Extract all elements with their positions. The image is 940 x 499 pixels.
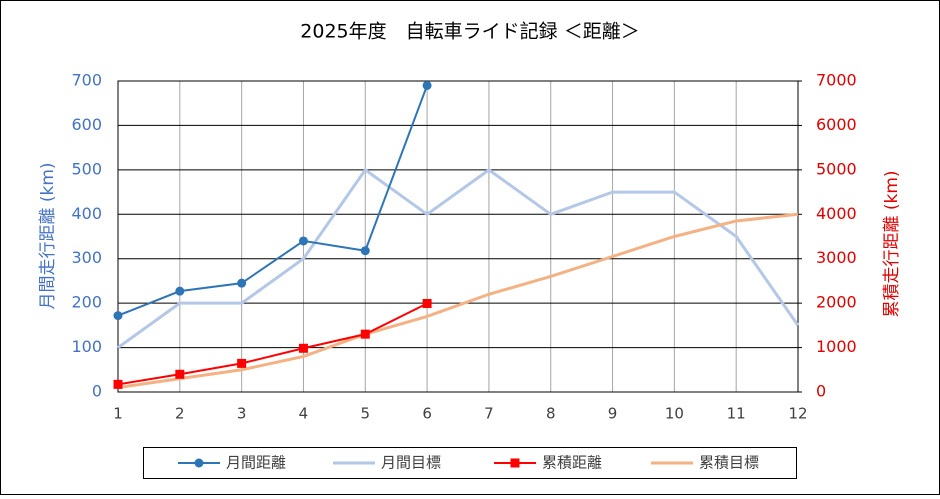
point [113, 379, 123, 389]
y2-tick-label: 4000 [816, 204, 857, 223]
point [237, 358, 247, 368]
y-tick-label: 500 [71, 159, 102, 178]
x-tick-label: 12 [788, 405, 807, 423]
x-tick-label: 9 [608, 405, 618, 423]
y2-tick-label: 2000 [816, 293, 857, 312]
x-tick-label: 7 [484, 405, 494, 423]
y2-tick-label: 7000 [816, 71, 857, 90]
legend-marker [194, 458, 204, 468]
y-axis-label: 月間走行距離 (km) [38, 162, 58, 309]
legend-label: 月間距離 [226, 454, 286, 472]
y2-tick-label: 6000 [816, 115, 857, 134]
point [422, 80, 432, 90]
plot-border [117, 80, 799, 393]
series-line [117, 167, 800, 349]
series-line [117, 302, 428, 386]
y-tick-label: 100 [71, 337, 102, 356]
y2-tick-label: 1000 [816, 337, 857, 356]
y2-tick-label: 0 [816, 382, 826, 401]
point [422, 298, 432, 308]
chart-title: 2025年度 自転車ライド記録 ＜距離＞ [300, 21, 639, 43]
x-tick-label: 5 [360, 405, 370, 423]
y2-axis-label: 累積走行距離 (km) [882, 170, 902, 317]
point [298, 236, 308, 246]
y-tick-label: 0 [92, 382, 102, 401]
point [175, 369, 185, 379]
legend-label: 月間目標 [381, 454, 441, 472]
legend-marker [510, 458, 520, 468]
legend-label: 累積目標 [699, 454, 759, 472]
y-tick-label: 300 [71, 248, 102, 267]
y2-tick-label: 3000 [816, 248, 857, 267]
x-tick-label: 3 [237, 405, 247, 423]
series-line [117, 212, 799, 390]
point [237, 278, 247, 288]
y-tick-label: 400 [71, 204, 102, 223]
legend-label: 累積距離 [542, 454, 602, 472]
point [113, 311, 123, 321]
y-tick-label: 700 [71, 71, 102, 90]
x-tick-label: 2 [175, 405, 185, 423]
x-tick-label: 1 [113, 405, 123, 423]
point [360, 329, 370, 339]
x-tick-label: 8 [546, 405, 556, 423]
x-tick-label: 10 [665, 405, 684, 423]
y2-tick-label: 5000 [816, 159, 857, 178]
x-tick-label: 11 [727, 405, 746, 423]
point [360, 246, 370, 256]
point [175, 286, 185, 296]
x-tick-label: 6 [422, 405, 432, 423]
point [298, 343, 308, 353]
legend-box [143, 447, 797, 479]
series-line [117, 85, 429, 317]
y-tick-label: 600 [71, 115, 102, 134]
x-tick-label: 4 [299, 405, 309, 423]
y-tick-label: 200 [71, 293, 102, 312]
